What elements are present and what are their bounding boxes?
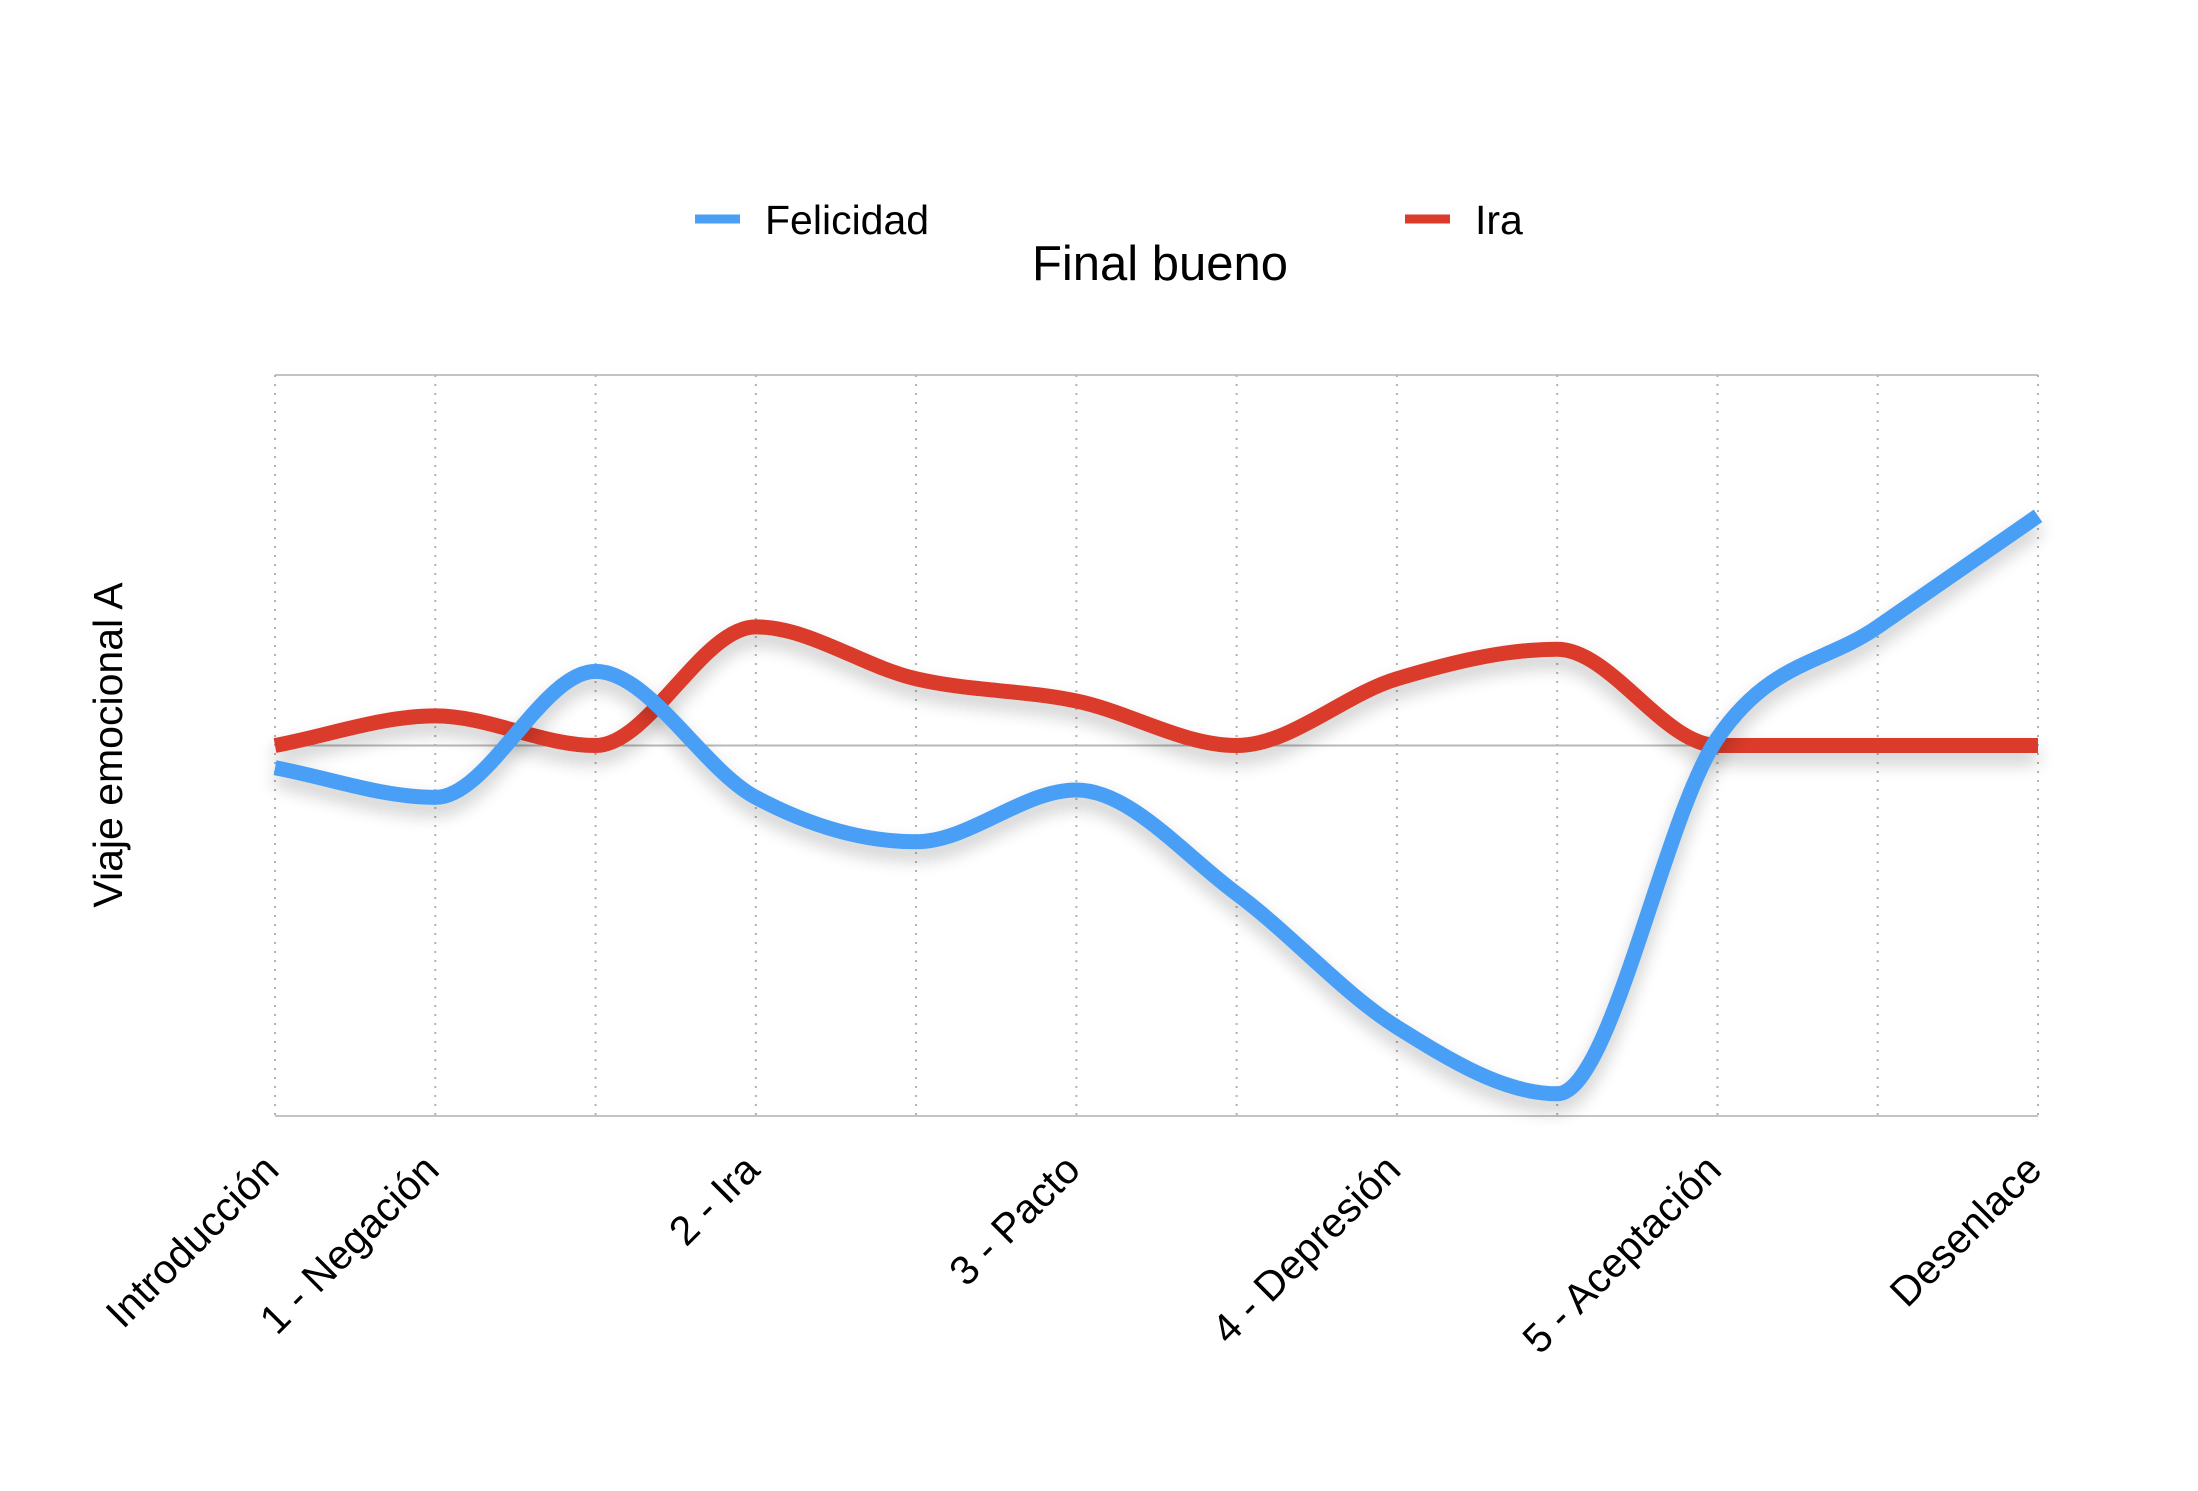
series-line-felicidad [273,509,2043,1102]
x-tick-label: 3 - Pacto [940,1146,1089,1295]
chart-title: Final bueno [1032,237,1288,291]
legend-item-ira: Ira [1405,197,1523,243]
legend-label: Ira [1475,197,1523,243]
x-tick-label: 4 - Depresión [1203,1146,1410,1353]
x-tick-label: Desenlace [1881,1146,2051,1316]
x-tick-label: 2 - Ira [660,1146,768,1254]
series-lines [273,509,2043,1102]
x-tick-label: 5 - Aceptación [1514,1146,1730,1362]
legend: Felicidad Ira [695,197,1523,243]
legend-item-felicidad: Felicidad [695,197,929,243]
y-axis-title: Viaje emocional A [85,582,131,908]
legend-label: Felicidad [765,197,929,243]
